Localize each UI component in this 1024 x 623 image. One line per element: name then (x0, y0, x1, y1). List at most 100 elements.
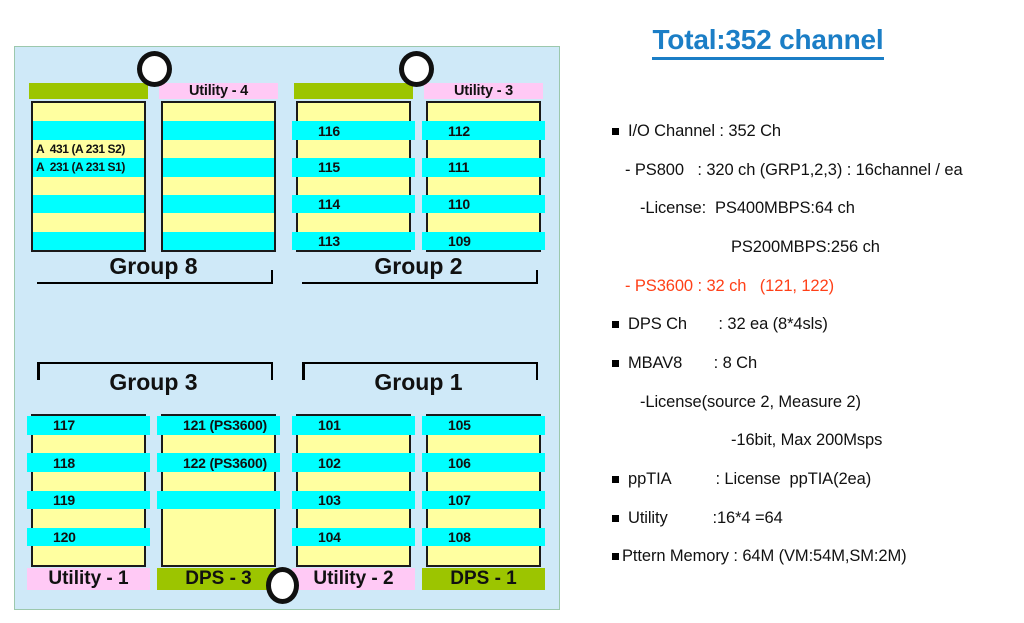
column-header: Utility - 4 (159, 83, 278, 99)
column-footer: DPS - 3 (157, 568, 280, 590)
rack-column: 105 106 107 108 DPS - 1 (422, 414, 545, 590)
slot-row: 101 (292, 416, 415, 435)
slot-label: 107 (448, 491, 471, 508)
slot-label: 121 (PS3600) (183, 417, 267, 434)
spec-text: - PS800 : 320 ch (GRP1,2,3) : 16channel … (625, 160, 963, 179)
slot-row (298, 471, 409, 491)
slot-row (298, 103, 409, 122)
slot-row: 120 (27, 527, 150, 547)
group-bracket (302, 270, 538, 284)
column-body: 116 115 114 113 (292, 101, 415, 252)
bullet-icon (612, 321, 619, 329)
slot-label: 105 (448, 417, 471, 434)
slot-row: 112 (422, 121, 545, 140)
slot-row (33, 103, 144, 122)
slot-row: 107 (422, 490, 545, 510)
slot-label: 119 (53, 491, 75, 508)
slot-row: 105 (422, 416, 545, 435)
slot-label: 106 (448, 454, 471, 471)
slot-row (163, 139, 274, 159)
column-body: 105 106 107 108 (422, 414, 545, 567)
group-columns: A 431 (A 231 S2) A 231 (A 231 S1) Utility … (29, 83, 278, 252)
spec-line: DPS Ch : 32 ea (8*4sls) (610, 305, 1024, 344)
spec-text: Pttern Memory : 64M (VM:54M,SM:2M) (622, 547, 907, 566)
spec-text: I/O Channel : 352 Ch (628, 121, 782, 140)
connector-circle-top-right (399, 51, 434, 87)
rack-column: 117 118 119 120 Utility - 1 (27, 414, 150, 590)
slot-row (163, 158, 274, 177)
slot-label: 120 (53, 529, 76, 546)
spec-text: DPS Ch : 32 ea (8*4sls) (628, 315, 828, 334)
bullet-icon (612, 553, 619, 561)
slot-label: 122 (PS3600) (183, 454, 267, 471)
rack-column: Utility - 3 112 111 110 109 (422, 83, 545, 252)
slot-row: A 231 (A 231 S1) (33, 158, 144, 177)
slot-row (298, 176, 409, 195)
slot-row: 118 (27, 453, 150, 472)
slot-row (163, 176, 274, 195)
slot-row: 114 (292, 194, 415, 214)
slot-row: 103 (292, 490, 415, 510)
slot-row (33, 546, 144, 565)
group-columns: 117 118 119 120 Utility - 1 121 (PS3600) 122 (… (27, 414, 280, 590)
spec-text: MBAV8 : 8 Ch (628, 353, 758, 372)
slot-row: 121 (PS3600) (157, 416, 280, 435)
slot-row (163, 434, 274, 454)
group-bracket (37, 362, 273, 381)
slot-row (163, 509, 274, 528)
slot-row (33, 194, 144, 214)
slot-row (33, 434, 144, 454)
spec-line: -16bit, Max 200Msps (610, 422, 1024, 461)
column-header (29, 83, 148, 99)
bullet-icon (612, 127, 619, 135)
group-bracket (302, 362, 538, 381)
group-label: Group 2 (374, 253, 463, 279)
column-body: A 431 (A 231 S2) A 231 (A 231 S1) (31, 101, 146, 252)
connector-circle-bottom (266, 567, 299, 604)
spec-text: -License(source 2, Measure 2) (640, 392, 861, 411)
slot-row: 111 (422, 158, 545, 177)
slot-row (298, 139, 409, 159)
spec-line: -License(source 2, Measure 2) (610, 383, 1024, 422)
rack-column: Utility - 4 (159, 83, 278, 252)
slot-row: 117 (27, 416, 150, 435)
spec-line: I/O Channel : 352 Ch (610, 112, 1024, 151)
spec-text: -License: PS400MBPS:64 ch (640, 199, 855, 218)
slot-row (428, 213, 539, 232)
slot-row (163, 231, 274, 250)
slot-row (298, 213, 409, 232)
spec-text: -16bit, Max 200Msps (731, 431, 883, 450)
slot-row: A 431 (A 231 S2) (33, 139, 144, 159)
slot-label: 112 (448, 122, 470, 139)
slot-row (163, 471, 274, 491)
column-body: 101 102 103 104 (292, 414, 415, 567)
spec-line: MBAV8 : 8 Ch (610, 344, 1024, 383)
group-label: Group 1 (374, 369, 463, 395)
slot-row (298, 509, 409, 528)
slot-label: 113 (318, 232, 340, 249)
slot-row (163, 546, 274, 565)
column-body (161, 101, 276, 252)
slot-label: 117 (53, 417, 75, 434)
bullet-icon (612, 359, 619, 367)
slot-row (33, 213, 144, 232)
spec-line: Pttern Memory : 64M (VM:54M,SM:2M) (610, 538, 1024, 577)
group-bracket (37, 270, 273, 284)
column-body: 112 111 110 109 (422, 101, 545, 252)
rack-column: 101 102 103 104 Utility - 2 (292, 414, 415, 590)
slot-row (428, 509, 539, 528)
slot-row: 110 (422, 194, 545, 214)
slot-label: 101 (318, 417, 341, 434)
slot-row: 116 (292, 121, 415, 140)
spec-text: ppTIA : License ppTIA(2ea) (628, 470, 872, 489)
slot-row: 108 (422, 527, 545, 547)
slot-label: 116 (318, 122, 340, 139)
column-header (294, 83, 413, 99)
column-footer: Utility - 1 (27, 568, 150, 590)
column-footer: Utility - 2 (292, 568, 415, 590)
slot-row (33, 176, 144, 195)
connector-circle-top-left (137, 51, 172, 87)
group-group-1: Group 1 101 102 103 104 Utility - 2 105 106 107 1… (292, 362, 545, 590)
spec-line: ppTIA : License ppTIA(2ea) (610, 460, 1024, 499)
group-columns: 101 102 103 104 Utility - 2 105 106 107 108 DPS -… (292, 414, 545, 590)
